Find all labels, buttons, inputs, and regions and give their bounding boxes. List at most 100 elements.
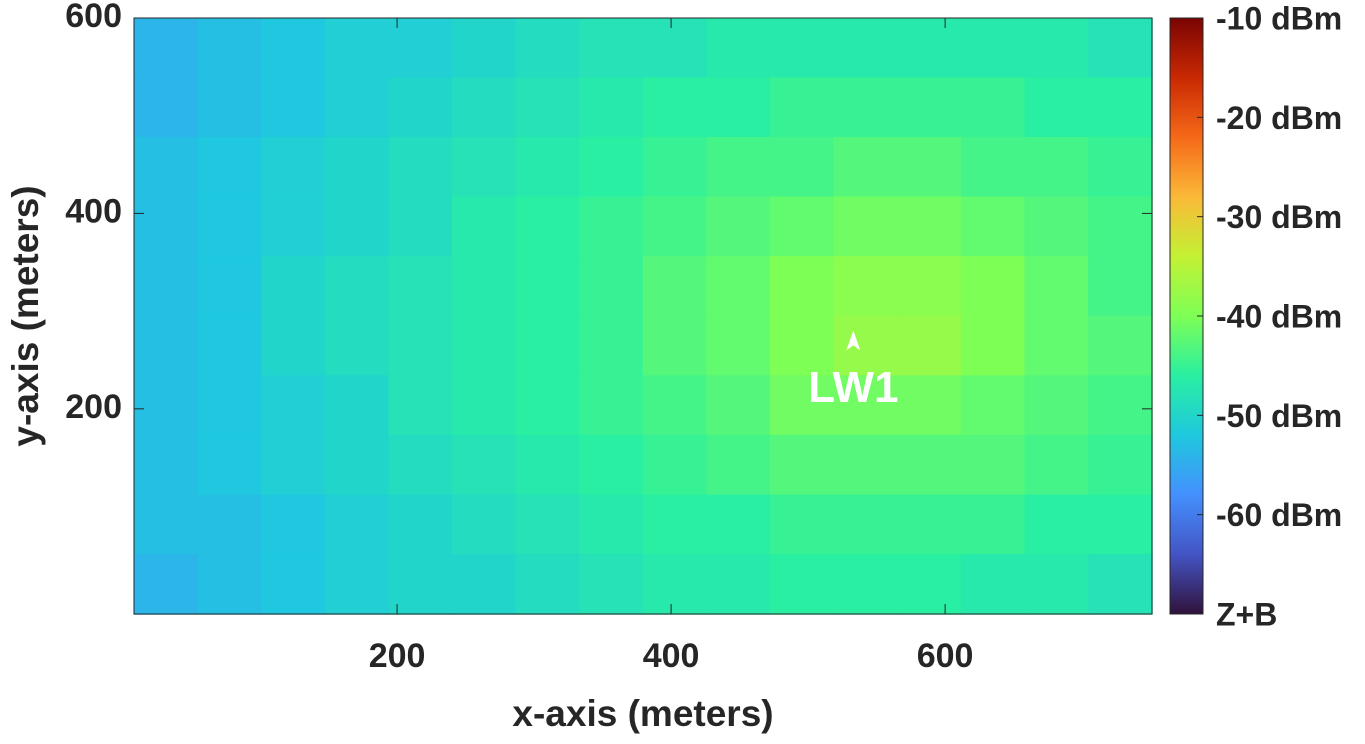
- heat-cell: [515, 554, 581, 615]
- heat-cell: [1088, 554, 1153, 615]
- heat-cell: [133, 375, 199, 436]
- heat-cell: [261, 554, 326, 615]
- heat-cell: [770, 256, 835, 317]
- heat-cell: [451, 196, 517, 258]
- heat-cell: [960, 17, 1026, 79]
- heat-cell: [324, 256, 390, 317]
- heat-cell: [1088, 434, 1153, 496]
- heat-cell: [324, 494, 390, 556]
- y-tick-label: 200: [65, 388, 122, 426]
- heat-cell: [261, 77, 326, 138]
- heat-cell: [1024, 315, 1090, 377]
- heat-cell: [451, 136, 517, 198]
- heat-cell: [324, 196, 390, 258]
- heat-cell: [133, 17, 199, 79]
- heat-cell: [833, 315, 899, 377]
- heat-cell: [579, 315, 644, 377]
- heat-cell: [833, 196, 899, 258]
- heat-cell: [642, 315, 708, 377]
- plot-frame: [133, 17, 1153, 615]
- heat-cell: [133, 315, 199, 377]
- x-tick-label: 600: [917, 637, 974, 675]
- heat-cell: [515, 434, 581, 496]
- colorbar-tick-label: -40 dBm: [1216, 298, 1342, 334]
- heat-cell: [388, 136, 453, 198]
- heat-cell: [324, 315, 390, 377]
- heat-cell: [1024, 554, 1090, 615]
- heat-cell: [833, 17, 899, 79]
- heat-cell: [897, 315, 962, 377]
- heat-cell: [1088, 315, 1153, 377]
- heat-cell: [197, 136, 263, 198]
- heat-cell: [261, 375, 326, 436]
- heat-cell: [515, 256, 581, 317]
- heat-cell: [133, 434, 199, 496]
- heat-cell: [324, 17, 390, 79]
- heat-cell: [324, 434, 390, 496]
- heat-cell: [706, 256, 772, 317]
- heat-cell: [833, 256, 899, 317]
- heat-cell: [833, 494, 899, 556]
- heat-cell: [579, 77, 644, 138]
- heat-cell: [579, 494, 644, 556]
- colorbar-tick-label: -30 dBm: [1216, 199, 1342, 235]
- heat-cell: [133, 554, 199, 615]
- heat-cell: [960, 494, 1026, 556]
- heat-cell: [706, 315, 772, 377]
- heat-cell: [515, 315, 581, 377]
- heat-cell: [897, 77, 962, 138]
- heat-cell: [642, 256, 708, 317]
- heat-cell: [579, 375, 644, 436]
- heat-cell: [515, 494, 581, 556]
- heat-cell: [1024, 256, 1090, 317]
- heat-cell: [1088, 196, 1153, 258]
- heat-cell: [642, 494, 708, 556]
- heat-cell: [197, 315, 263, 377]
- y-tick-label: 600: [65, 0, 122, 35]
- heat-cell: [706, 375, 772, 436]
- heat-cell: [515, 196, 581, 258]
- heat-cell: [833, 136, 899, 198]
- heat-cell: [1088, 136, 1153, 198]
- heat-cell: [833, 375, 899, 436]
- heat-cell: [706, 17, 772, 79]
- heat-cell: [388, 375, 453, 436]
- heat-cell: [133, 196, 199, 258]
- heat-cell: [642, 77, 708, 138]
- heat-cell: [579, 554, 644, 615]
- heat-cell: [451, 77, 517, 138]
- colorbar-tick-label: -20 dBm: [1216, 100, 1342, 136]
- heat-cell: [897, 256, 962, 317]
- heat-cell: [642, 17, 708, 79]
- heat-cell: [324, 554, 390, 615]
- heat-cell: [960, 554, 1026, 615]
- heat-cell: [833, 77, 899, 138]
- heat-cell: [897, 494, 962, 556]
- heat-cell: [1088, 77, 1153, 138]
- heat-cell: [1024, 136, 1090, 198]
- y-axis-label: y-axis (meters): [5, 185, 46, 446]
- heat-cell: [197, 77, 263, 138]
- heat-cell: [579, 136, 644, 198]
- y-tick-label: 400: [65, 192, 122, 230]
- heat-cell: [770, 494, 835, 556]
- heat-cell: [133, 494, 199, 556]
- heat-cell: [706, 136, 772, 198]
- heat-cell: [261, 494, 326, 556]
- heat-cell: [960, 375, 1026, 436]
- heat-cell: [960, 434, 1026, 496]
- heat-cell: [579, 256, 644, 317]
- heat-cell: [324, 77, 390, 138]
- heat-cell: [388, 256, 453, 317]
- heat-cell: [1088, 256, 1153, 317]
- heat-cell: [324, 375, 390, 436]
- heat-cell: [833, 434, 899, 496]
- heat-cell: [1024, 494, 1090, 556]
- heat-cell: [261, 434, 326, 496]
- colorbar-tick-label: -10 dBm: [1216, 0, 1342, 36]
- heat-cell: [897, 375, 962, 436]
- heat-cell: [960, 256, 1026, 317]
- heat-cell: [515, 136, 581, 198]
- heat-cell: [197, 434, 263, 496]
